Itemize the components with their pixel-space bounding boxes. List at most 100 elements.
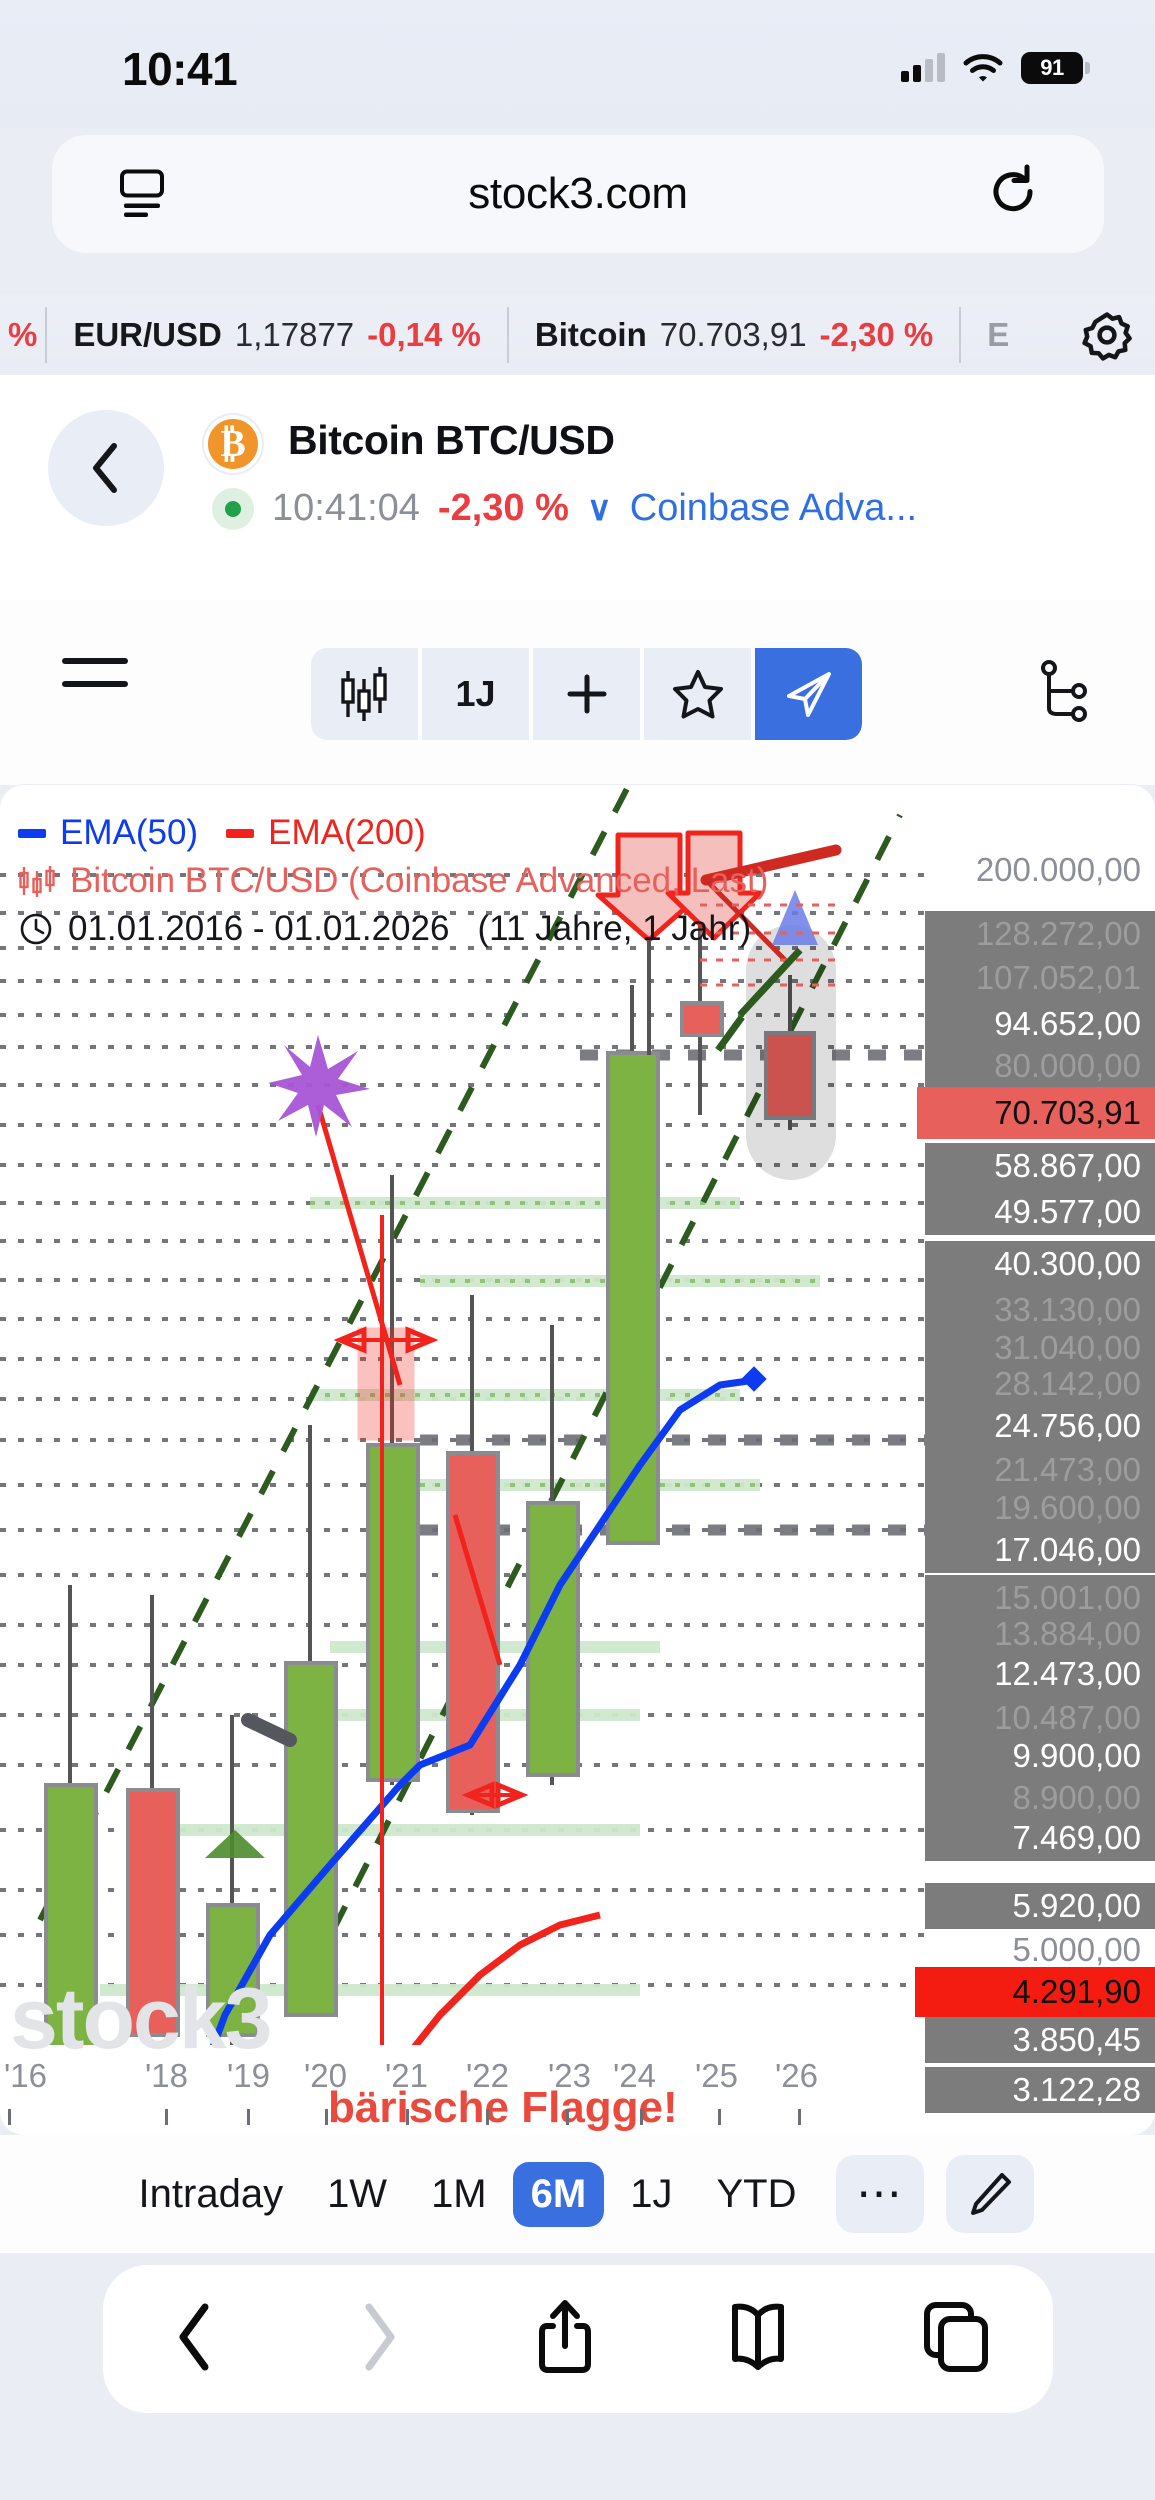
timeframe-1w[interactable]: 1W [327, 2171, 388, 2216]
browser-address-bar[interactable]: stock3.com [52, 135, 1104, 253]
ticker-name: Bitcoin [534, 316, 647, 353]
chevron-right-icon [365, 2303, 395, 2370]
x-axis-tick: '26 [775, 2057, 819, 2094]
green-triangle-marker [205, 1830, 265, 1858]
browser-toolbar [103, 2265, 1053, 2413]
price-axis-label: 5.000,00 [1012, 1931, 1141, 1968]
add-indicator-button[interactable] [533, 648, 640, 740]
x-axis-tick: '19 [227, 2057, 271, 2094]
x-axis-tick: '24 [613, 2057, 657, 2094]
blue-up-marker [772, 890, 818, 945]
share-button[interactable] [533, 2296, 597, 2383]
price-axis-label: 8.900,00 [925, 1775, 1155, 1821]
price-axis-label: 200.000,00 [975, 851, 1141, 888]
interval-button[interactable]: 1J [422, 648, 529, 740]
2019-high-box [357, 1327, 415, 1441]
chevron-left-icon [93, 443, 117, 493]
chevron-left-icon [179, 2303, 209, 2370]
ticker-name: EUR/USD [73, 316, 222, 353]
hamburger-menu-icon[interactable] [62, 658, 128, 704]
ticker-value: 1,17877 [234, 316, 355, 353]
ticker-partial-left-label: % [8, 316, 38, 353]
more-options-button[interactable]: ⋯ [836, 2155, 925, 2233]
battery-percent-label: 91 [1040, 55, 1064, 80]
chart-toolbar-buttons: 1J [311, 648, 862, 740]
url-text[interactable]: stock3.com [468, 169, 688, 218]
price-axis-label: 3.850,45 [925, 2017, 1155, 2063]
plus-icon [567, 674, 606, 714]
back-button[interactable] [165, 2299, 225, 2380]
legend-instrument-row: Bitcoin BTC/USD (Coinbase Advanced, Last… [18, 861, 768, 901]
ticker-scroller[interactable]: % EUR/USD 1,17877 -0,14 % Bitcoin 70.703… [0, 295, 1059, 375]
timeframe-1j[interactable]: 1J [630, 2171, 673, 2216]
chart-type-button[interactable] [311, 648, 418, 740]
chart-toolbar: 1J [0, 600, 1155, 785]
chart-canvas [0, 785, 930, 2045]
instrument-subline: 10:41:04 -2,30 % ∨ Coinbase Adva... [212, 487, 917, 530]
ema50-swatch [18, 828, 46, 838]
double-arrow-marker [461, 1781, 529, 1809]
price-chart[interactable]: EMA(50) EMA(200) Bitcoin BTC/USD (Coinba… [0, 785, 1155, 2135]
bearish-flag-annotation: bärische Flagge! [328, 2083, 678, 2132]
ticker-strip[interactable]: % EUR/USD 1,17877 -0,14 % Bitcoin 70.703… [0, 295, 1155, 375]
x-axis-tick: '23 [548, 2057, 592, 2094]
price-axis-label: 58.867,00 [925, 1143, 1155, 1189]
x-axis-tick: '22 [466, 2057, 510, 2094]
ema200-swatch [226, 828, 255, 838]
ticker-item-partial-left[interactable]: % [0, 307, 45, 363]
favorite-button[interactable] [644, 648, 751, 740]
draw-tools-button[interactable] [946, 2155, 1035, 2233]
back-button[interactable] [48, 410, 164, 526]
legend-ema-row: EMA(50) EMA(200) [18, 813, 768, 853]
chart-legend: EMA(50) EMA(200) Bitcoin BTC/USD (Coinba… [18, 813, 768, 957]
ticker-change: -2,30 % [819, 316, 934, 353]
price-axis-label: 107.052,01 [925, 955, 1155, 1001]
chart-watermark: stock3 [10, 1971, 272, 2067]
timeframe-intraday[interactable]: Intraday [138, 2171, 284, 2216]
ticker-item-partial-right[interactable]: E [959, 307, 1035, 363]
browser-bottom-bar [0, 2253, 1155, 2500]
candlestick-icon [19, 866, 55, 897]
price-axis-label: 5.920,00 [925, 1883, 1155, 1929]
tabs-icon [924, 2301, 988, 2372]
x-axis-tick: '20 [304, 2057, 348, 2094]
ticker-item-eurusd[interactable]: EUR/USD 1,17877 -0,14 % [45, 307, 507, 363]
timeframe-6m[interactable]: 6M [512, 2161, 605, 2227]
x-axis-tick: '18 [145, 2057, 189, 2094]
chevron-down-icon[interactable]: ∨ [586, 489, 612, 528]
price-axis-label: 7.469,00 [925, 1815, 1155, 1861]
reload-icon[interactable] [984, 163, 1042, 226]
branch-node-icon[interactable] [1033, 658, 1093, 729]
timeframe-bar: Intraday 1W 1M 6M 1J YTD ⋯ [0, 2135, 1155, 2253]
price-axis-label: 49.577,00 [925, 1189, 1155, 1235]
exchange-selector[interactable]: Coinbase Adva... [629, 487, 918, 529]
forward-button[interactable] [349, 2299, 409, 2380]
ticker-settings-button[interactable] [1059, 309, 1155, 361]
reader-view-icon[interactable] [114, 164, 170, 225]
down-arrow-marker-1 [595, 832, 703, 1055]
quote-change-percent: -2,30 % [437, 487, 569, 529]
share-chart-button[interactable] [755, 648, 862, 740]
ticker-item-bitcoin[interactable]: Bitcoin 70.703,91 -2,30 % [506, 307, 959, 363]
bookmarks-button[interactable] [721, 2301, 795, 2378]
price-axis-label: 3.122,28 [925, 2067, 1155, 2113]
timeframe-ytd[interactable]: YTD [716, 2171, 797, 2216]
ema200-label: EMA(200) [268, 813, 426, 852]
timeframe-1m[interactable]: 1M [431, 2171, 487, 2216]
bitcoin-logo-icon: ₿ [204, 415, 262, 473]
price-axis-label: 13.884,00 [925, 1611, 1155, 1657]
candlestick-icon [340, 667, 387, 721]
ticker-partial-right-label: E [987, 316, 1010, 353]
price-axis-label: 19.600,00 [925, 1485, 1155, 1531]
tabs-button[interactable] [919, 2299, 991, 2380]
secondary-price-badge: 4.291,90 [915, 1967, 1155, 2017]
price-axis-label: 28.142,00 [925, 1361, 1155, 1407]
chart-x-axis: '16 '18 '19 '20 '21 '22 '23 '24 '25 '26 [0, 2039, 1155, 2135]
book-icon [732, 2303, 784, 2370]
ticker-change: -0,14 % [367, 316, 481, 353]
legend-date-row: 01.01.2016 - 01.01.2026 (11 Jahre, 1 Jah… [18, 909, 768, 949]
battery-icon: 91 [1021, 52, 1090, 84]
bitcoin-glyph: ₿ [220, 423, 246, 465]
cellular-bars-icon [901, 53, 945, 82]
date-range-label: 01.01.2016 - 01.01.2026 [68, 909, 450, 948]
